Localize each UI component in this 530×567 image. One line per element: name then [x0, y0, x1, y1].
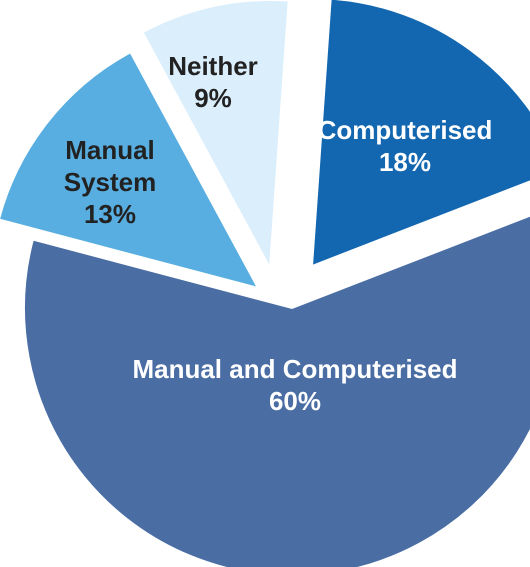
slice-name: System — [64, 167, 157, 197]
slice-percent: 13% — [84, 199, 136, 229]
slice-name: Manual and Computerised — [132, 354, 457, 384]
pie-slice-group — [141, 0, 290, 272]
slice-percent: 9% — [194, 83, 232, 113]
slice-percent: 60% — [269, 386, 321, 416]
pie-slice-group — [23, 214, 530, 567]
slice-name: Neither — [168, 51, 258, 81]
pie-slice — [310, 0, 530, 268]
slice-label: Manual and Computerised 60% — [132, 354, 457, 416]
slice-percent: 18% — [379, 147, 431, 177]
slice-name: Manual — [65, 135, 155, 165]
slice-label: Neither 9% — [168, 51, 258, 113]
slice-name: Computerised — [318, 115, 493, 145]
pie-slice — [141, 0, 290, 272]
pie-slice — [23, 214, 530, 567]
pie-slice-group — [310, 0, 530, 268]
slice-label: Manual System 13% — [64, 135, 157, 229]
pie-slice — [0, 50, 260, 290]
slice-label: Computerised 18% — [318, 115, 493, 177]
pie-slice-group — [0, 50, 260, 290]
